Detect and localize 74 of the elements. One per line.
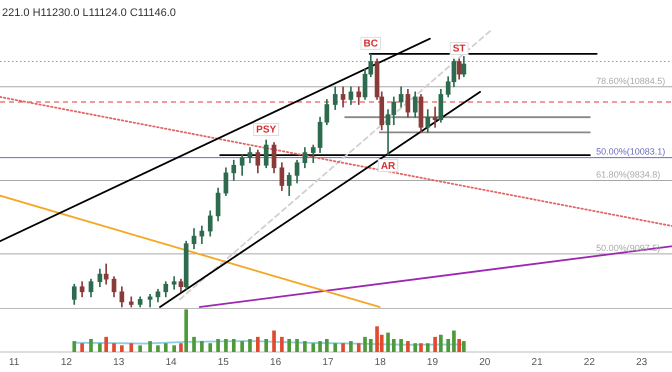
x-tick-label: 14	[165, 356, 178, 368]
bar	[426, 343, 430, 352]
x-tick-label: 11	[8, 356, 20, 368]
x-tick-label: 21	[532, 356, 544, 368]
bar	[386, 332, 390, 352]
annotation: ST	[452, 44, 466, 55]
bar	[80, 343, 84, 352]
bar	[192, 336, 196, 352]
bar	[311, 343, 316, 352]
x-tick-label: 12	[60, 356, 72, 368]
x-tick-label: 23	[636, 356, 648, 368]
bar	[341, 343, 345, 352]
bar	[179, 343, 183, 352]
bar	[439, 334, 443, 352]
bar	[452, 330, 456, 352]
bar	[172, 345, 176, 352]
bar	[104, 336, 108, 352]
bar	[363, 336, 367, 352]
bar	[72, 341, 76, 352]
bar	[287, 338, 292, 352]
x-tick-label: 20	[479, 356, 491, 368]
x-tick-label: 18	[374, 356, 386, 368]
annotation: PSY	[256, 124, 277, 136]
bar	[356, 343, 361, 352]
x-tick-label: 13	[113, 356, 125, 368]
bar	[148, 341, 152, 352]
bar	[399, 338, 403, 352]
bar	[325, 338, 329, 352]
bar	[216, 338, 220, 352]
bar	[120, 345, 124, 352]
bar	[208, 343, 212, 352]
bar	[156, 345, 160, 352]
bar	[333, 343, 338, 352]
annotation: BC	[364, 38, 378, 50]
bar	[138, 345, 142, 352]
bar	[433, 336, 437, 352]
bar	[406, 341, 410, 352]
bar	[184, 309, 188, 352]
x-tick-label: 17	[322, 356, 334, 368]
bar	[392, 338, 396, 352]
bar	[318, 341, 322, 352]
bar	[272, 330, 276, 352]
annotation: 78.60%(10884.5)	[596, 76, 666, 86]
bar	[419, 343, 423, 352]
bar	[413, 343, 418, 352]
x-tick-label: 19	[426, 356, 438, 368]
bar	[462, 341, 466, 352]
bar	[224, 338, 228, 352]
bar	[89, 338, 93, 352]
bar	[349, 341, 353, 352]
bar	[240, 341, 244, 352]
bar	[264, 338, 268, 352]
x-tick-label: 15	[218, 356, 230, 368]
bar	[295, 338, 299, 352]
bar	[232, 338, 236, 352]
bar	[164, 343, 168, 352]
bar	[248, 338, 252, 352]
bar	[129, 343, 134, 352]
bar	[256, 336, 260, 352]
x-tick-label: 16	[270, 356, 282, 368]
bar	[303, 341, 307, 352]
bar	[446, 338, 450, 352]
annotation: 50.00%(9097.5)	[596, 242, 660, 253]
annotation: AR	[380, 160, 396, 172]
bar	[112, 343, 116, 352]
bar	[457, 338, 461, 352]
annotation: 61.80%(9834.8)	[596, 169, 660, 180]
bar	[368, 338, 373, 352]
bar	[280, 336, 284, 352]
bar	[98, 343, 102, 352]
x-tick-label: 22	[584, 356, 596, 368]
bar	[200, 341, 204, 352]
text: 221.0 H11230.0 L11124.0 C11146.0	[2, 7, 176, 20]
annotation: 50.00%(10083.1)	[596, 146, 666, 157]
